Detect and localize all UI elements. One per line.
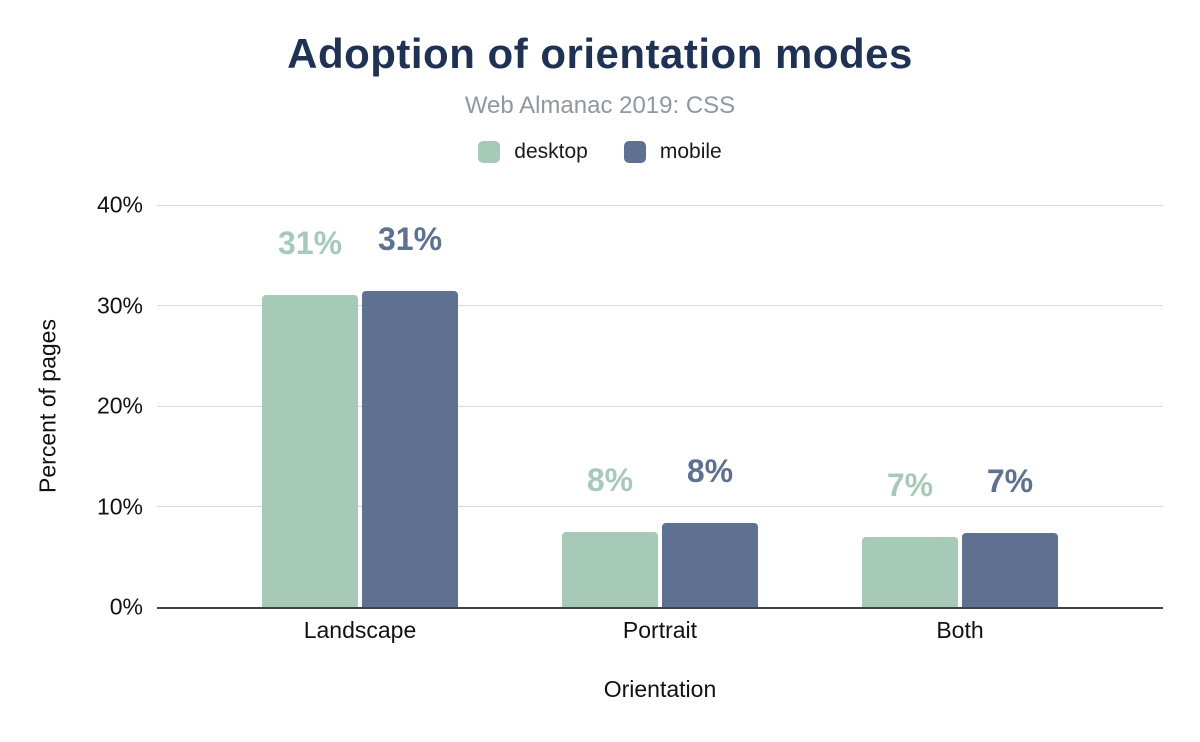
legend-swatch-mobile <box>623 141 646 163</box>
legend: desktop mobile <box>0 140 1200 164</box>
bar-value-label-mobile-both: 7% <box>986 462 1034 499</box>
y-tick-label-0-: 0% <box>109 593 143 620</box>
gridline-40- <box>157 204 1163 206</box>
legend-swatch-desktop <box>478 141 501 163</box>
x-axis-title: Orientation <box>603 676 717 702</box>
bar-value-label-mobile-landscape: 31% <box>377 221 443 258</box>
chart-title: Adoption of orientation modes <box>287 30 913 77</box>
bar-desktop-both <box>862 536 958 607</box>
legend-label-mobile: mobile <box>659 140 722 163</box>
bar-mobile-portrait <box>662 522 758 607</box>
bar-mobile-landscape <box>362 291 458 607</box>
plot-area: 0% 10% 20% 30% 40% Landscape 31% 31% Portrait 8% 8… <box>97 192 1163 643</box>
legend-item-desktop: desktop <box>478 140 588 164</box>
bar-value-label-desktop-both: 7% <box>886 466 934 503</box>
x-tick-label-landscape: Landscape <box>303 617 417 643</box>
bar-value-label-desktop-landscape: 31% <box>277 225 343 262</box>
x-tick-label-portrait: Portrait <box>622 617 698 643</box>
legend-item-mobile: mobile <box>623 140 722 164</box>
legend-label-desktop: desktop <box>514 140 588 163</box>
y-tick-label-40-: 40% <box>96 191 143 218</box>
bar-desktop-landscape <box>262 295 358 607</box>
chart-subtitle: Web Almanac 2019: CSS <box>464 92 736 119</box>
y-tick-label-10-: 10% <box>96 493 143 519</box>
gridline-20- <box>157 405 1163 407</box>
bar-value-label-desktop-portrait: 8% <box>586 461 634 498</box>
y-tick-label-30-: 30% <box>96 292 143 318</box>
bar-mobile-both <box>962 532 1058 607</box>
gridline-10- <box>157 506 1163 507</box>
gridline-30- <box>157 305 1163 306</box>
y-tick-label-20-: 20% <box>96 392 143 419</box>
x-tick-label-both: Both <box>936 617 984 643</box>
bar-value-label-mobile-portrait: 8% <box>686 452 734 489</box>
bar-desktop-portrait <box>562 531 658 607</box>
